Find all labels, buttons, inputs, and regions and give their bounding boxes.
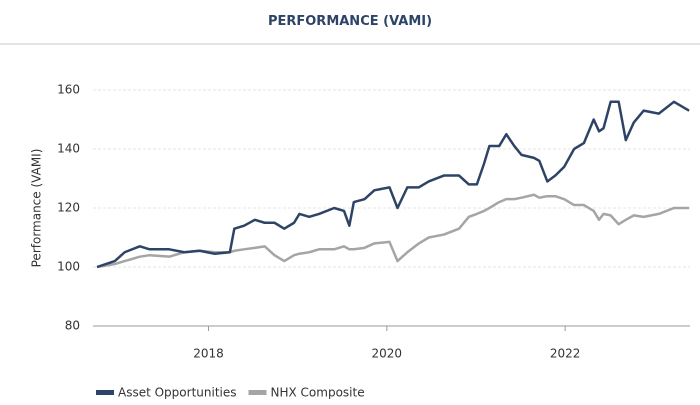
legend-label: NHX Composite — [271, 386, 365, 400]
y-tick-label: 120 — [57, 201, 80, 215]
y-tick-label: 80 — [65, 319, 80, 333]
legend-label: Asset Opportunities — [118, 386, 237, 400]
x-tick-label: 2022 — [550, 347, 581, 361]
line-series — [96, 100, 690, 269]
line-series — [96, 193, 690, 269]
y-tick-label: 100 — [57, 260, 80, 274]
y-tick-label: 160 — [57, 83, 80, 97]
chart: 80 100 120 140 160 2018 2020 2022 Performance (V… — [30, 83, 690, 400]
x-tick-label: 2018 — [193, 347, 224, 361]
legend-swatch — [96, 390, 114, 395]
chart-title: PERFORMANCE (VAMI) — [0, 0, 700, 45]
legend-swatch — [248, 390, 267, 395]
y-tick-label: 140 — [57, 142, 80, 156]
x-tick-label: 2020 — [372, 347, 403, 361]
y-axis-label: Performance (VAMI) — [30, 149, 44, 268]
